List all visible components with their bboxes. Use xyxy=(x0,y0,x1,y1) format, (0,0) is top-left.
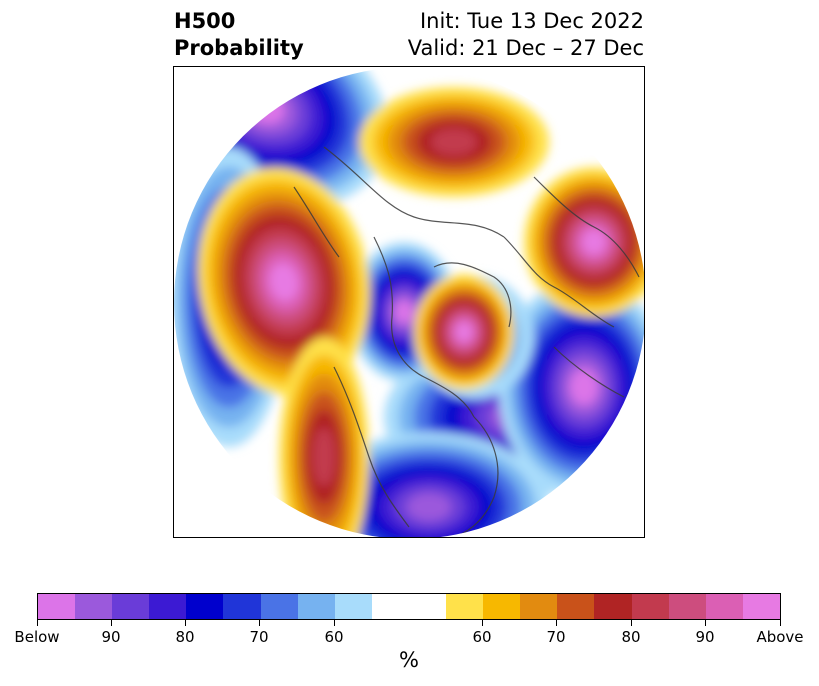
coastline xyxy=(333,366,410,528)
colorbar-tick xyxy=(111,620,112,626)
colorbar-segment xyxy=(520,594,558,619)
colorbar-tick-label: Above xyxy=(756,628,804,646)
colorbar-segment xyxy=(742,594,780,619)
colorbar-segment xyxy=(75,594,113,619)
colorbar-segment xyxy=(223,594,261,619)
colorbar-tick-label: 60 xyxy=(324,628,344,646)
coastline xyxy=(533,176,640,278)
valid-range: Valid: 21 Dec – 27 Dec xyxy=(407,36,644,60)
colorbar-tick xyxy=(482,620,483,626)
colorbar-tick-label: 70 xyxy=(249,628,269,646)
colorbar-segment xyxy=(631,594,669,619)
colorbar-segment xyxy=(594,594,632,619)
coastline xyxy=(373,236,475,418)
colorbar-segment xyxy=(297,594,335,619)
colorbar-tick-label: 80 xyxy=(175,628,195,646)
colorbar-segment xyxy=(186,594,224,619)
colorbar xyxy=(37,593,781,620)
init-date: Init: Tue 13 Dec 2022 xyxy=(419,9,644,33)
colorbar-tick xyxy=(631,620,632,626)
colorbar-tick xyxy=(37,620,38,626)
below-contour xyxy=(569,368,599,406)
probability-map xyxy=(174,67,644,537)
colorbar-segment xyxy=(260,594,298,619)
colorbar-tick-label: Below xyxy=(14,628,60,646)
title-left: H500 Probability xyxy=(174,8,304,62)
colorbar-tick-label: 70 xyxy=(546,628,566,646)
colorbar-tick xyxy=(705,620,706,626)
colorbar-segment xyxy=(334,594,372,619)
colorbar-segment xyxy=(483,594,521,619)
map-frame xyxy=(173,66,645,538)
coastline xyxy=(433,262,512,328)
above-contour xyxy=(582,229,606,255)
colorbar-segment xyxy=(371,594,447,619)
colorbar-tick xyxy=(185,620,186,626)
above-contour xyxy=(431,128,477,156)
colorbar-segment xyxy=(149,594,187,619)
below-contour xyxy=(406,493,452,521)
coastline xyxy=(293,186,340,258)
colorbar-tick-label: 60 xyxy=(472,628,492,646)
title-right: Init: Tue 13 Dec 2022 Valid: 21 Dec – 27… xyxy=(408,8,644,62)
colorbar-segment xyxy=(38,594,76,619)
title-variable: H500 xyxy=(174,9,236,33)
colorbar-segment xyxy=(668,594,706,619)
coastline xyxy=(553,346,625,398)
coastline xyxy=(503,236,615,328)
below-contour xyxy=(394,300,414,324)
colorbar-segment xyxy=(446,594,484,619)
colorbar-tick-label: 90 xyxy=(101,628,121,646)
colorbar-tick-label: 90 xyxy=(695,628,715,646)
colorbar-segment xyxy=(112,594,150,619)
colorbar-tick xyxy=(259,620,260,626)
above-contour xyxy=(455,322,473,342)
above-contour xyxy=(269,262,299,302)
colorbar-segment xyxy=(705,594,743,619)
coastline xyxy=(323,146,505,238)
colorbar-unit-label: % xyxy=(399,648,419,672)
colorbar-tick xyxy=(556,620,557,626)
title-product: Probability xyxy=(174,36,304,60)
colorbar-tick xyxy=(334,620,335,626)
colorbar-tick xyxy=(780,620,781,626)
colorbar-tick-label: 80 xyxy=(621,628,641,646)
colorbar-segment xyxy=(557,594,595,619)
above-contour xyxy=(313,427,335,487)
